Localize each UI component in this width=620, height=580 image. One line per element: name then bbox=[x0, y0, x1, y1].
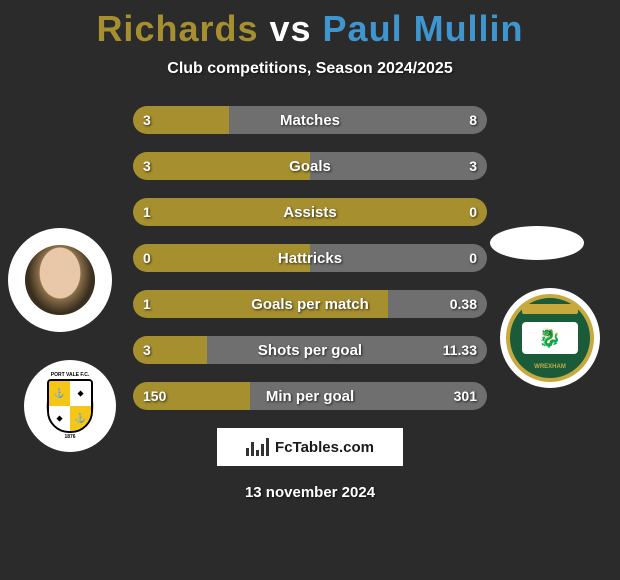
bar-value-left: 0 bbox=[133, 244, 161, 272]
title-vs: vs bbox=[259, 8, 323, 49]
comparison-bars: Matches38Goals33Assists10Hattricks00Goal… bbox=[133, 106, 487, 410]
title-player1: Richards bbox=[96, 8, 258, 49]
bar-value-left: 3 bbox=[133, 336, 161, 364]
bar-row: Assists1 0 bbox=[133, 198, 487, 226]
bar-value-right: 0 bbox=[459, 198, 487, 226]
subtitle: Club competitions, Season 2024/2025 bbox=[0, 60, 620, 78]
bar-label: Min per goal bbox=[133, 382, 487, 410]
bar-value-right: 0.38 bbox=[440, 290, 487, 318]
bar-value-right: 301 bbox=[444, 382, 487, 410]
club-crest-left: PORT VALE F.C. ⚓ ⬥ ⬥ ⚓ 1876 bbox=[24, 360, 116, 452]
bar-label: Goals per match bbox=[133, 290, 487, 318]
title-player2: Paul Mullin bbox=[323, 8, 524, 49]
bar-row: Goals per match1 0.38 bbox=[133, 290, 487, 318]
bar-label: Goals bbox=[133, 152, 487, 180]
bar-row: Matches3 8 bbox=[133, 106, 487, 134]
bar-value-left: 1 bbox=[133, 198, 161, 226]
chart-icon bbox=[246, 438, 269, 456]
player1-photo bbox=[8, 228, 112, 332]
watermark-text: FcTables.com bbox=[275, 439, 374, 456]
player2-photo bbox=[490, 226, 584, 260]
page-title: Richards vs Paul Mullin bbox=[0, 0, 620, 50]
bar-value-right: 3 bbox=[459, 152, 487, 180]
bar-value-right: 8 bbox=[459, 106, 487, 134]
bar-label: Hattricks bbox=[133, 244, 487, 272]
bar-value-left: 3 bbox=[133, 106, 161, 134]
date-label: 13 november 2024 bbox=[0, 484, 620, 501]
club-crest-right: 🐉 WREXHAM bbox=[500, 288, 600, 388]
bar-value-right: 0 bbox=[459, 244, 487, 272]
bar-label: Assists bbox=[133, 198, 487, 226]
main-area: PORT VALE F.C. ⚓ ⬥ ⬥ ⚓ 1876 🐉 WREXHAM Ma… bbox=[0, 106, 620, 410]
bar-row: Min per goal150 301 bbox=[133, 382, 487, 410]
bar-value-left: 1 bbox=[133, 290, 161, 318]
bar-row: Shots per goal311.33 bbox=[133, 336, 487, 364]
bar-value-left: 3 bbox=[133, 152, 161, 180]
watermark: FcTables.com bbox=[217, 428, 403, 466]
bar-label: Matches bbox=[133, 106, 487, 134]
bar-row: Goals3 3 bbox=[133, 152, 487, 180]
bar-row: Hattricks0 0 bbox=[133, 244, 487, 272]
bar-value-right: 11.33 bbox=[433, 336, 487, 364]
bar-value-left: 150 bbox=[133, 382, 176, 410]
